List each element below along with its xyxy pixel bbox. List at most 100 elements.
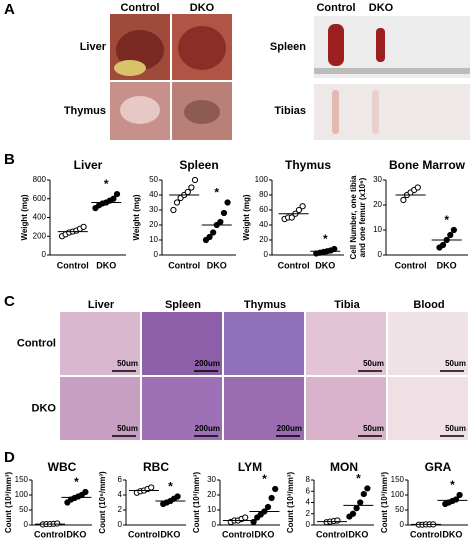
scale-bar-label: 50um [117,424,138,433]
x-tick-label: DKO [315,260,335,270]
scale-bar-label: 50um [363,424,384,433]
histology-image [60,377,140,440]
data-point [191,176,199,184]
x-tick-label: Control [278,260,310,270]
y-tick-label: 80 [259,190,268,199]
x-tick-label: DKO [437,260,457,270]
significance-mark: * [168,480,173,494]
data-point [452,496,460,503]
y-tick-label: 6 [306,486,311,495]
y-tick-label: 50 [395,505,404,514]
y-tick-label: 0 [400,520,405,529]
significance-mark: * [74,475,79,489]
data-point [224,199,231,206]
x-tick-label: DKO [207,260,227,270]
data-point [210,229,217,236]
scale-bar-label: 200um [195,359,220,368]
y-tick-label: 40 [149,190,158,199]
y-tick-label: 0 [42,250,47,259]
chart-title: MON [330,460,358,474]
panel-label: D [4,449,15,466]
photo-detail [376,28,385,62]
y-tick-label: 0 [306,520,311,529]
y-tick-label: 800 [33,175,47,184]
panel-label: A [4,1,15,18]
data-point [447,231,454,239]
y-axis-label: and one femur (x10⁶) [358,177,367,257]
y-tick-label: 6 [118,475,123,484]
x-tick-label: DKO [254,529,274,539]
scale-bar-label: 200um [195,424,220,433]
y-tick-label: 10 [373,225,382,234]
data-point [456,491,463,499]
significance-mark: * [450,478,455,492]
chart-title: Spleen [179,158,218,172]
y-tick-label: 30 [373,175,382,184]
y-tick-label: 20 [207,490,216,499]
x-tick-label: DKO [96,260,116,270]
data-point [349,510,357,517]
y-axis-label: Cell Number, one tibia [349,175,358,260]
y-axis-label: Weight (mg) [242,194,251,240]
y-tick-label: 0 [118,520,123,529]
y-tick-label: 150 [15,475,29,484]
data-point [82,488,89,496]
y-tick-label: 600 [33,194,47,203]
data-point [170,206,177,214]
x-tick-label: DKO [160,529,180,539]
y-tick-label: 4 [306,498,311,507]
histology-image [388,312,468,375]
y-axis-label: Weight (mg) [20,194,29,240]
significance-mark: * [356,472,361,486]
photo-header: Control [316,2,355,14]
data-point [414,184,421,191]
y-axis-label: Count (10⁶/mm³) [98,471,107,534]
column-label: Liver [88,299,115,311]
organ-label: Spleen [270,41,306,53]
data-point [148,484,155,491]
photo-header: DKO [369,2,394,14]
data-point [184,188,191,196]
column-label: Thymus [244,299,286,311]
histology-image [224,377,304,440]
panel-label: C [4,293,15,310]
y-tick-label: 30 [207,475,216,484]
column-label: Blood [413,299,444,311]
y-tick-label: 60 [259,205,268,214]
data-point [174,493,181,500]
y-tick-label: 10 [207,505,216,514]
data-point [439,241,447,249]
histology-image [224,312,304,375]
significance-mark: * [323,232,328,246]
histology-image [60,312,140,375]
data-point [173,199,181,206]
row-label: Control [17,337,56,349]
scale-bar-label: 50um [363,359,384,368]
photo-header: Control [120,2,159,14]
data-point [450,226,457,234]
data-point [400,196,407,204]
x-tick-label: Control [168,260,200,270]
data-point [353,505,360,512]
data-point [357,499,364,506]
photo-detail [332,90,339,134]
chart-title: WBC [48,460,77,474]
y-tick-label: 20 [373,200,382,209]
data-point [220,209,228,217]
y-tick-label: 10 [149,235,158,244]
data-point [299,203,306,210]
y-tick-label: 0 [378,250,383,259]
y-axis-label: Count (10³/mm³) [192,472,201,534]
organ-label: Thymus [64,105,106,117]
y-tick-label: 0 [264,250,269,259]
x-tick-label: Control [395,260,427,270]
column-label: Spleen [165,299,201,311]
x-tick-label: Control [128,529,160,539]
photo-header: DKO [190,2,215,14]
histology-image [306,312,386,375]
data-point [54,520,61,527]
y-tick-label: 0 [154,250,159,259]
y-tick-label: 2 [118,505,123,514]
data-point [360,490,367,498]
x-tick-label: Control [34,529,66,539]
